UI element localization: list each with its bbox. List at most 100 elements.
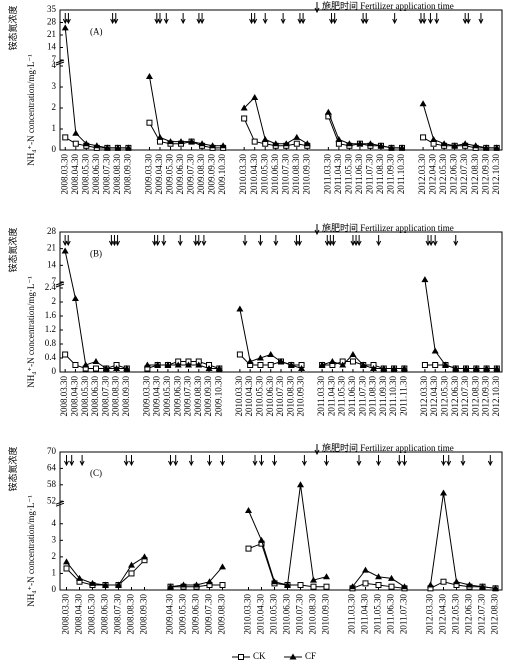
fertilizer-arrow <box>152 235 158 247</box>
y-tick-label: 2 <box>52 296 57 306</box>
x-tick-label: 2008.09.30 <box>139 594 149 635</box>
fertilizer-arrow <box>64 455 69 467</box>
marker <box>356 140 364 147</box>
marker <box>377 142 385 149</box>
marker <box>440 578 447 585</box>
fertilizer-arrow <box>427 13 433 25</box>
marker <box>76 574 83 581</box>
marker <box>195 361 203 368</box>
fertilizer-arrow <box>252 13 258 25</box>
x-tick-label: 2010.08.30 <box>291 154 301 195</box>
marker <box>328 358 336 364</box>
marker <box>370 365 378 371</box>
marker <box>479 583 486 590</box>
marker <box>432 362 439 368</box>
fertilizer-arrow <box>465 13 471 25</box>
marker <box>219 582 226 589</box>
marker <box>146 119 153 126</box>
x-tick-label: 2009.04.30 <box>154 154 164 195</box>
fertilizer-arrow <box>418 13 424 25</box>
marker <box>339 361 347 368</box>
marker <box>251 94 259 100</box>
x-tick-label: 2012.08.30 <box>470 154 480 195</box>
x-tick-label: 2012.08.30 <box>470 376 480 417</box>
x-tick-label: 2010.06.30 <box>265 376 275 417</box>
x-tick-label: 2009.05.30 <box>178 594 188 635</box>
marker <box>375 573 382 580</box>
y-axis-label-cn: 铵态氮浓度 <box>7 227 18 272</box>
y-tick-label: 0.4 <box>45 352 57 362</box>
marker <box>145 73 153 79</box>
fertilizer-arrow <box>329 13 334 25</box>
x-tick-label: 2009.06.30 <box>191 594 201 635</box>
x-tick-label: 2008.09.30 <box>122 154 132 195</box>
x-tick-label: 2011.11.30 <box>398 376 408 416</box>
x-tick-label: 2012.04.30 <box>429 376 439 417</box>
marker <box>154 361 162 368</box>
fertilizer-arrow <box>112 235 117 247</box>
fertilizer-arrow <box>446 455 452 467</box>
fertilizer-arrow <box>460 455 466 467</box>
marker <box>261 136 269 142</box>
x-tick-label: 2012.06.30 <box>450 376 460 417</box>
annotation-arrow <box>314 444 320 456</box>
marker <box>245 507 252 514</box>
fertilizer-arrow <box>421 13 427 25</box>
x-tick-label: 2012.04.30 <box>428 154 438 195</box>
x-tick-label: 2009.08.30 <box>196 154 206 195</box>
marker <box>362 566 369 573</box>
marker <box>335 136 343 142</box>
marker <box>472 365 480 371</box>
fertilizer-arrow <box>327 235 333 247</box>
fertilizer-arrow <box>161 235 167 247</box>
marker <box>345 140 353 147</box>
marker <box>419 100 427 107</box>
marker <box>177 138 185 145</box>
x-tick-label: 2012.09.30 <box>481 376 491 417</box>
fertilizer-arrow <box>434 13 440 25</box>
y-tick-label: 2 <box>52 102 57 112</box>
x-tick-label: 2012.06.30 <box>449 154 459 195</box>
marker <box>82 140 90 147</box>
fertilizer-arrow <box>396 455 402 467</box>
fertilizer-arrow <box>273 235 279 247</box>
fertilizer-arrow <box>220 455 225 467</box>
x-tick-label: 2010.04.30 <box>244 376 254 417</box>
fertilizer-arrow <box>262 13 268 25</box>
marker <box>483 365 491 371</box>
y-tick-label: 64 <box>47 462 57 472</box>
y-tick-label: 4 <box>52 60 57 70</box>
fertilizer-arrow <box>113 13 119 25</box>
fertilizer-arrow <box>177 235 183 247</box>
x-tick-label: 2012.07.30 <box>460 376 470 417</box>
y-tick-label: 21 <box>47 243 56 253</box>
fertilizer-arrow <box>324 235 330 247</box>
marker <box>431 347 439 354</box>
x-tick-label: 2010.03.30 <box>234 376 244 417</box>
x-tick-label: 2012.08.30 <box>490 594 500 635</box>
y-tick-label: 0.8 <box>45 338 57 348</box>
marker <box>430 136 438 142</box>
x-tick-label: 2010.06.30 <box>270 154 280 195</box>
y-tick-label: 1.2 <box>45 324 56 334</box>
x-tick-label: 2008.07.30 <box>100 376 110 417</box>
fertilizer-arrow <box>324 455 329 467</box>
x-tick-label: 2009.08.30 <box>193 376 203 417</box>
marker <box>102 365 110 371</box>
x-tick-label: 2012.03.30 <box>417 154 427 195</box>
x-tick-label: 2011.04.30 <box>333 154 343 195</box>
x-tick-label: 2008.08.30 <box>126 594 136 635</box>
marker <box>323 573 330 580</box>
x-tick-label: 2011.07.30 <box>365 154 375 195</box>
marker <box>103 144 111 151</box>
marker <box>102 581 109 588</box>
x-tick-label: 2011.03.30 <box>347 594 357 635</box>
x-tick-label: 2009.04.30 <box>165 594 175 635</box>
marker <box>310 576 317 583</box>
marker <box>359 361 367 368</box>
x-tick-label: 2008.08.30 <box>111 376 121 417</box>
marker <box>441 361 449 368</box>
fertilizer-arrow <box>353 235 359 247</box>
x-tick-label: 2010.05.30 <box>259 154 269 195</box>
x-tick-label: 2009.10.30 <box>213 376 223 417</box>
